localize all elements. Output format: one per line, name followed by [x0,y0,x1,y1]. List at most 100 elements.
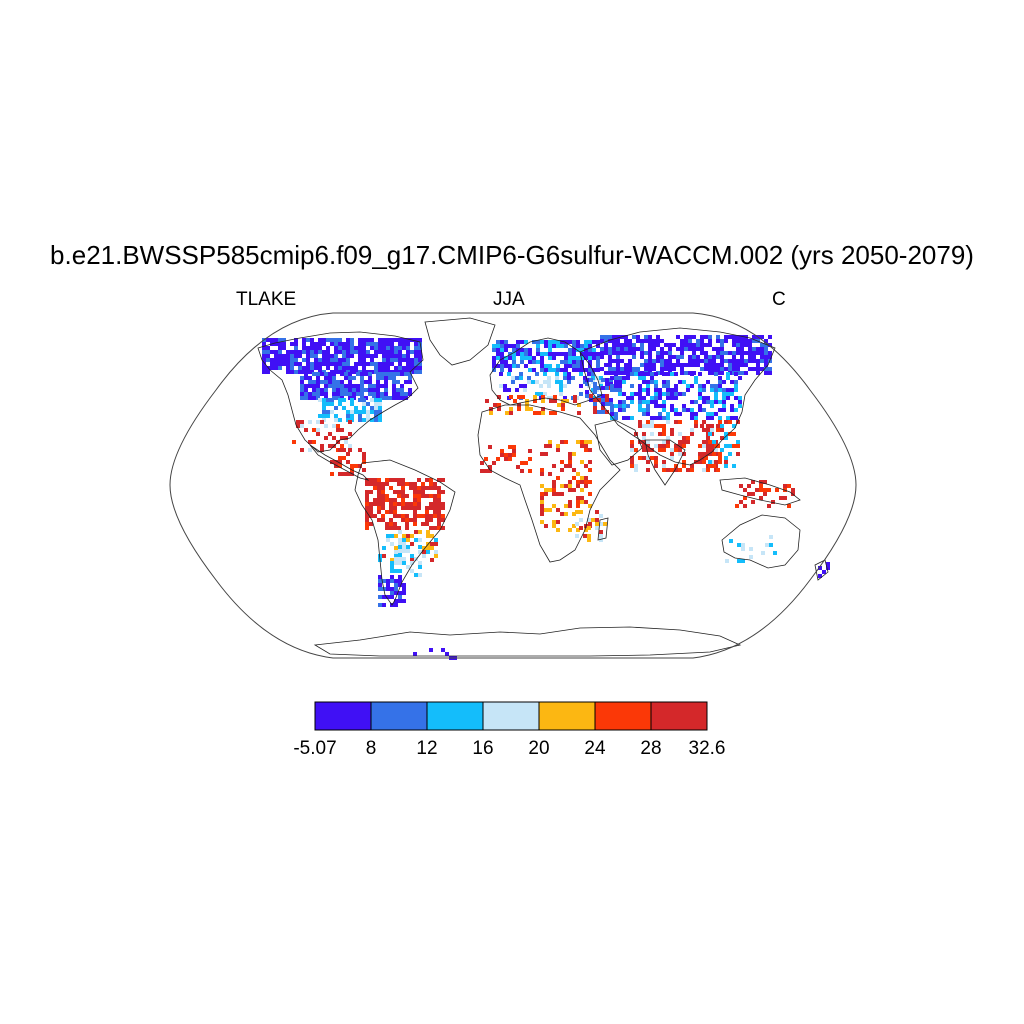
grid-cell [388,396,392,400]
grid-cell [346,350,350,354]
grid-cell [714,460,718,464]
grid-cell [732,355,736,359]
grid-cell [320,392,324,396]
grid-cell [822,570,826,574]
grid-cell [764,351,768,355]
grid-cell [326,338,330,342]
grid-cell [612,351,616,355]
grid-cell [390,346,394,350]
grid-cell [708,460,712,464]
grid-cell [398,350,402,354]
grid-cell [340,372,344,376]
grid-cell [401,498,405,502]
grid-cell [724,464,728,468]
grid-cell [413,506,417,510]
grid-cell [736,440,740,444]
grid-cell [630,464,634,468]
grid-cell [652,359,656,363]
grid-cell [739,484,743,488]
grid-cell [622,404,626,408]
grid-cell [556,444,560,448]
grid-cell [394,599,398,603]
grid-cell [564,512,568,516]
grid-cell [630,456,634,460]
grid-cell [385,482,389,486]
grid-cell [610,404,614,408]
grid-cell [418,370,422,374]
grid-cell [769,535,773,539]
grid-cell [722,400,726,404]
grid-cell [401,486,405,490]
grid-cell [528,348,532,352]
grid-cell [308,420,312,424]
grid-cell [630,384,634,388]
grid-cell [441,526,445,530]
grid-cell [684,371,688,375]
grid-cell [690,384,694,388]
grid-cell [724,432,728,436]
grid-cell [376,384,380,388]
grid-cell [601,406,605,410]
grid-cell [678,412,682,416]
grid-cell [638,372,642,376]
grid-cell [584,500,588,504]
grid-cell [704,359,708,363]
grid-cell [338,398,342,402]
grid-cell [652,339,656,343]
grid-cell [342,362,346,366]
grid-cell [520,348,524,352]
grid-cell [380,376,384,380]
grid-cell [356,388,360,392]
grid-cell [572,524,576,528]
grid-cell [308,448,312,452]
grid-cell [576,356,580,360]
grid-cell [768,371,772,375]
grid-cell [646,412,650,416]
grid-cell [488,469,492,473]
grid-cell [728,359,732,363]
grid-cell [398,358,402,362]
grid-cell [365,494,369,498]
grid-cell [646,372,650,376]
grid-cell [400,396,404,400]
grid-cell [576,360,580,364]
grid-cell [390,354,394,358]
grid-cell [684,363,688,367]
grid-cell [568,364,572,368]
grid-cell [610,388,614,392]
grid-cell [378,575,382,579]
grid-cell [398,591,402,595]
grid-cell [402,358,406,362]
grid-cell [262,366,266,370]
grid-cell [410,558,414,562]
grid-cell [634,372,638,376]
grid-cell [752,355,756,359]
grid-cell [394,561,398,565]
grid-cell [718,388,722,392]
grid-cell [646,384,650,388]
grid-cell [720,424,724,428]
grid-cell [722,380,726,384]
grid-cell [437,490,441,494]
grid-cell [706,412,710,416]
grid-cell [505,411,509,415]
grid-cell [612,339,616,343]
grid-cell [718,452,722,456]
grid-cell [413,502,417,506]
grid-cell [700,343,704,347]
grid-cell [670,404,674,408]
grid-cell [402,342,406,346]
grid-cell [393,502,397,506]
grid-cell [318,358,322,362]
grid-cell [414,346,418,350]
grid-cell [690,468,694,472]
grid-cell [702,468,706,472]
grid-cell [720,339,724,343]
grid-cell [716,428,720,432]
colorbar-label-2: 12 [416,738,438,759]
grid-cell [386,534,390,538]
grid-cell [616,343,620,347]
grid-cell [652,363,656,367]
grid-cell [564,340,568,344]
grid-cell [520,360,524,364]
